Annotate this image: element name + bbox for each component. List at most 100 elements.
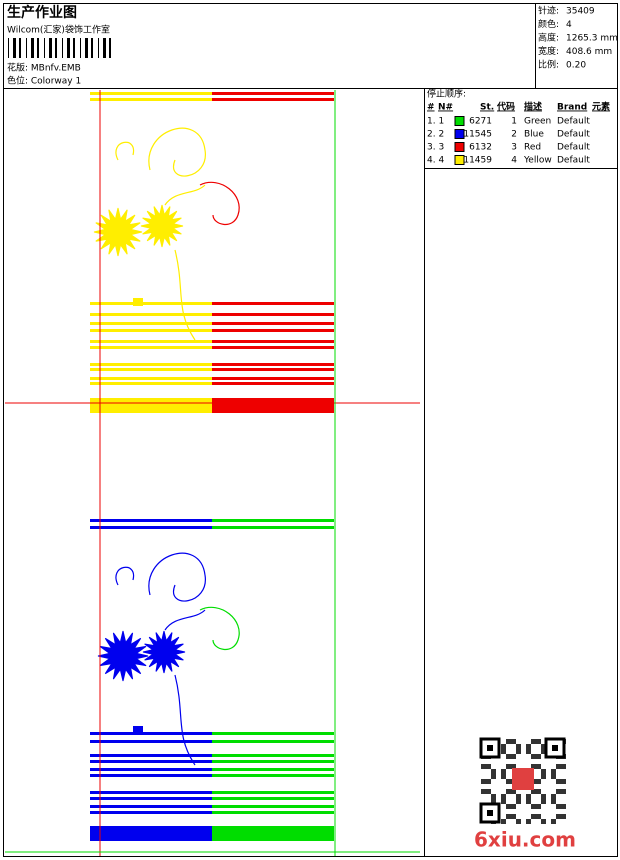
motif [133,726,143,734]
stripe [212,302,334,305]
qr-cell [541,774,546,779]
stat-value: 0.20 [566,61,586,71]
stripe [212,519,334,522]
qr-cell [551,799,556,804]
qr-cell [531,754,536,759]
qr-cell [481,789,486,794]
stripe [212,791,334,794]
qr-cell [541,819,546,824]
studio: Wilcom(汇家)袋饰工作室 [7,24,110,36]
qr-cell [506,779,511,784]
barcode-bar [49,38,52,58]
stripe [90,382,212,385]
stripe [90,313,212,316]
barcode-bar [19,38,21,58]
row-index: 4. 4 [427,156,444,166]
table-title: 停止顺序: [427,88,466,100]
stripe [90,760,212,763]
barcode-bar [8,38,9,58]
stripe [90,526,212,529]
row-index: 3. 3 [427,143,444,153]
barcode-bar [67,38,70,58]
stripe [90,519,212,522]
color-swatch [454,155,465,165]
qr-cell [501,744,506,749]
qr-cell [491,799,496,804]
color-swatch [454,142,465,152]
qr-cell [506,789,511,794]
barcode-bar [103,38,106,58]
qr-cell [561,764,566,769]
barcode-bar [55,38,57,58]
row-code: 1 [511,117,517,127]
stripe [212,368,334,371]
qr-cell [506,804,511,809]
stripe [90,768,212,771]
row-code: 4 [511,156,517,166]
row-code: 3 [511,143,517,153]
qr-finder [552,745,558,751]
stripe [212,760,334,763]
barcode-bar [98,38,99,58]
qr-cell [536,739,541,744]
vine [115,127,206,341]
column-header: 代码 [496,101,515,113]
stripe [212,754,334,757]
qr-cell [511,804,516,809]
stripe [212,377,334,380]
stripe [90,92,212,95]
stripe [212,398,334,413]
vine [199,606,240,650]
stripe [212,340,334,343]
page-border [3,3,618,857]
stat-label: 高度: [538,32,559,44]
stripe [90,811,212,814]
stat-value: 1265.3 mm [566,34,618,44]
row-brand: Default [557,143,590,153]
stripe [90,368,212,371]
stripe [90,791,212,794]
qr-cell [526,819,531,824]
qr-cell [516,749,521,754]
stripe [212,768,334,771]
qr-cell [501,794,506,799]
barcode-bar [37,38,39,58]
qr-cell [516,799,521,804]
qr-cell [561,789,566,794]
row-brand: Default [557,117,590,127]
column-header: # [427,103,435,113]
stripe [212,732,334,735]
vine [115,552,206,766]
stripe [90,805,212,808]
barcode-bar [109,38,111,58]
qr-cell [551,794,556,799]
qr-cell [551,819,556,824]
stripe [90,322,212,325]
stripe [212,363,334,366]
row-stitches: 11459 [463,156,492,166]
qr-cell [501,799,506,804]
qr-cell [561,779,566,784]
flower [140,204,184,248]
qr-cell [511,764,516,769]
row-brand: Default [557,130,590,140]
column-header: N# [438,103,453,113]
stripe [90,754,212,757]
qr-cell [506,814,511,819]
row-description: Green [524,117,551,127]
stripe [212,322,334,325]
barcode-bar [44,38,45,58]
barcode-bar [91,38,93,58]
barcode-bar [13,38,16,58]
qr-cell [541,799,546,804]
qr-cell [531,814,536,819]
stripe [212,98,334,101]
flower [93,207,143,257]
stripe [212,382,334,385]
qr-cell [501,774,506,779]
qr-finder [487,810,493,816]
row-brand: Default [557,156,590,166]
qr-cell [526,794,531,799]
qr-cell [536,754,541,759]
stat-label: 比例: [538,59,559,71]
